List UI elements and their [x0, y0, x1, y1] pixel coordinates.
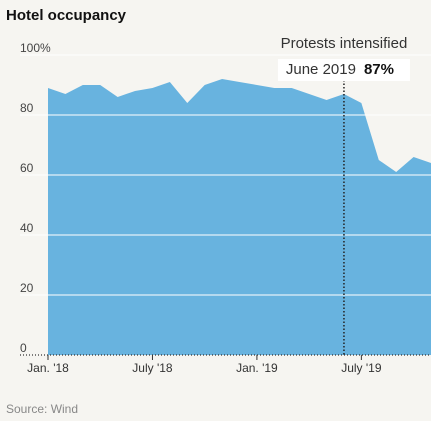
- chart-title: Hotel occupancy: [6, 7, 127, 24]
- y-tick-label: 80: [20, 101, 34, 115]
- x-tick-label: July '19: [341, 361, 382, 375]
- y-tick-label: 40: [20, 221, 34, 235]
- area: [48, 79, 431, 355]
- x-tick-label: Jan. '19: [236, 361, 278, 375]
- value-label: 87%: [364, 61, 394, 78]
- x-tick-label: Jan. '18: [27, 361, 69, 375]
- y-tick-label: 100%: [20, 41, 51, 55]
- annotation-date: June 2019: [286, 61, 356, 78]
- source: Source: Wind: [6, 402, 78, 416]
- annotation-box: [277, 59, 410, 81]
- y-tick-label: 20: [20, 281, 34, 295]
- y-tick-label: 0: [20, 341, 27, 355]
- y-tick-label: 60: [20, 161, 34, 175]
- annotation-title: Protests intensified: [281, 35, 408, 52]
- x-tick-label: July '18: [132, 361, 173, 375]
